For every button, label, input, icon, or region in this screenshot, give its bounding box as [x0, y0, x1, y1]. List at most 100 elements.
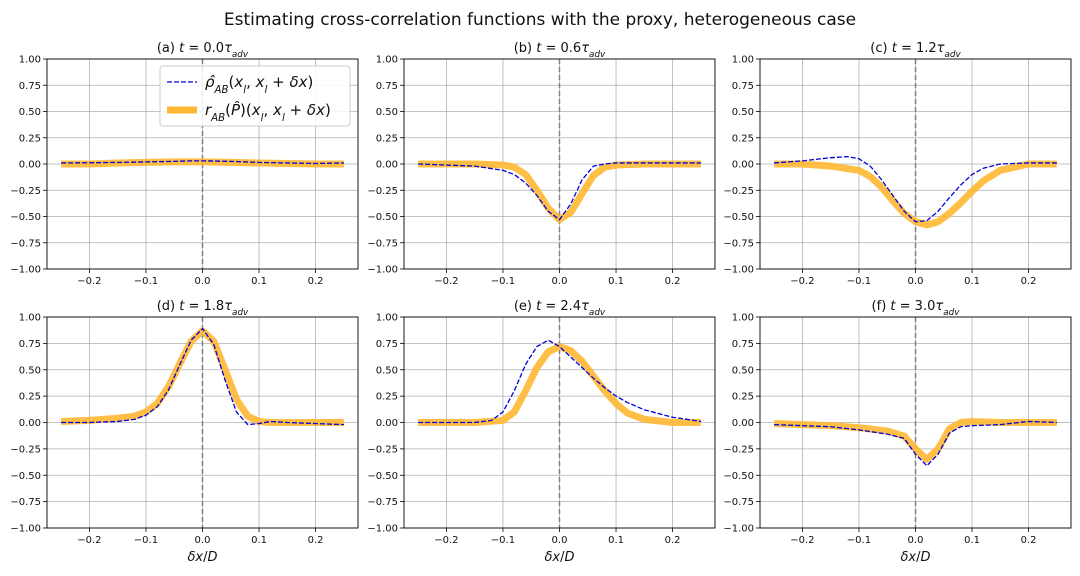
y-tick-label: 0.50	[19, 107, 41, 118]
x-tick-label: 0.0	[552, 276, 568, 287]
y-tick-label: 0.75	[376, 339, 398, 350]
y-tick-label: 0.25	[19, 392, 41, 403]
y-tick-label: 1.00	[732, 55, 754, 66]
y-tick-label: 0.75	[376, 81, 398, 92]
y-tick-label: −1.00	[10, 524, 41, 535]
y-tick-label: −0.50	[10, 212, 41, 223]
y-tick-label: −0.75	[723, 497, 754, 508]
y-tick-label: −0.75	[367, 238, 398, 249]
x-tick-label: −0.2	[434, 276, 458, 287]
y-tick-label: −0.25	[367, 186, 398, 197]
proxy-series-line	[774, 417, 1057, 463]
y-tick-label: −0.50	[723, 471, 754, 482]
legend-estimate-label: ρ̂AB(xl, xl + δx)	[205, 73, 313, 96]
y-tick-label: 0.00	[19, 160, 41, 171]
panel-e: −0.2 −0.1 0.0 0.1 0.2 −1.00 −0.75 −0.50 −0.25 0.0…	[367, 299, 716, 565]
panel-title: (d) t = 1.8τadv	[157, 299, 249, 318]
x-tick-label: 0.2	[308, 276, 324, 287]
estimate-series-line	[418, 162, 701, 221]
estimate-series-line	[774, 155, 1057, 223]
x-tick-label: 0.2	[308, 535, 324, 546]
panel-c: −0.2 −0.1 0.0 0.1 0.2 −1.00 −0.75 −0.50 −0.25 0.0…	[723, 41, 1072, 287]
x-tick-label: 0.1	[251, 276, 267, 287]
y-tick-label: 0.75	[732, 81, 754, 92]
x-tick-label: 0.1	[608, 276, 624, 287]
x-tick-label: 0.2	[1021, 535, 1037, 546]
x-tick-label: 0.0	[908, 535, 924, 546]
panel-b: −0.2 −0.1 0.0 0.1 0.2 −1.00 −0.75 −0.50 −0.25 0.0…	[367, 41, 716, 287]
panel-title: (a) t = 0.0τadv	[157, 41, 249, 60]
legend-proxy-label: rAB(P̂)(xl, xl + δx)	[205, 100, 331, 123]
y-tick-label: −1.00	[723, 524, 754, 535]
x-tick-label: −0.2	[790, 276, 814, 287]
y-tick-label: −0.75	[10, 497, 41, 508]
x-tick-label: −0.1	[491, 535, 515, 546]
estimate-series-line	[61, 327, 344, 426]
x-tick-label: −0.2	[434, 535, 458, 546]
y-tick-label: −0.50	[10, 471, 41, 482]
x-tick-label: −0.2	[77, 535, 101, 546]
y-tick-label: −0.25	[723, 186, 754, 197]
y-tick-label: 0.50	[376, 107, 398, 118]
x-tick-label: 0.0	[552, 535, 568, 546]
legend-box	[159, 65, 351, 127]
x-tick-label: −0.2	[790, 535, 814, 546]
y-tick-label: 0.00	[732, 160, 754, 171]
y-tick-label: 1.00	[376, 313, 398, 324]
y-tick-label: 0.00	[376, 418, 398, 429]
x-tick-label: −0.1	[847, 276, 871, 287]
x-tick-label: −0.1	[134, 535, 158, 546]
x-tick-label: 0.0	[908, 276, 924, 287]
y-tick-label: 1.00	[732, 313, 754, 324]
panel-title: (f) t = 3.0τadv	[872, 299, 961, 318]
x-tick-label: 0.0	[195, 276, 211, 287]
x-tick-label: 0.0	[195, 535, 211, 546]
proxy-series-line	[418, 343, 701, 426]
proxy-series-line	[774, 160, 1057, 229]
x-tick-label: 0.1	[964, 535, 980, 546]
proxy-series-line	[61, 327, 344, 426]
x-tick-label: 0.1	[251, 535, 267, 546]
x-tick-label: −0.1	[491, 276, 515, 287]
axes-frame	[759, 316, 1072, 529]
x-tick-label: 0.2	[665, 535, 681, 546]
y-tick-label: 0.00	[376, 160, 398, 171]
axes-frame	[403, 316, 716, 529]
x-axis-label: δx/D	[900, 550, 930, 565]
y-tick-label: 0.50	[376, 365, 398, 376]
y-tick-label: −1.00	[723, 265, 754, 276]
y-tick-label: 0.50	[732, 365, 754, 376]
x-axis-label: δx/D	[544, 550, 574, 565]
y-tick-label: −0.50	[367, 212, 398, 223]
y-tick-label: −1.00	[367, 524, 398, 535]
y-tick-label: −0.75	[10, 238, 41, 249]
y-tick-label: 0.00	[19, 418, 41, 429]
panel-title: (c) t = 1.2τadv	[870, 41, 961, 60]
y-tick-label: 0.75	[732, 339, 754, 350]
panel-f: −0.2 −0.1 0.0 0.1 0.2 −1.00 −0.75 −0.50 −0.25 0.0…	[723, 299, 1072, 565]
x-tick-label: −0.2	[77, 276, 101, 287]
y-tick-label: −0.75	[367, 497, 398, 508]
estimate-series-line	[61, 160, 344, 165]
y-tick-label: −0.25	[10, 444, 41, 455]
y-tick-label: −0.50	[723, 212, 754, 223]
panel-title: (e) t = 2.4τadv	[514, 299, 606, 318]
estimate-series-line	[418, 339, 701, 424]
y-tick-label: 1.00	[19, 55, 41, 66]
y-tick-label: −0.75	[723, 238, 754, 249]
y-tick-label: 0.25	[376, 133, 398, 144]
y-tick-label: 1.00	[19, 313, 41, 324]
y-tick-label: −0.25	[367, 444, 398, 455]
x-tick-label: −0.1	[134, 276, 158, 287]
y-tick-label: −0.25	[10, 186, 41, 197]
x-tick-label: 0.1	[964, 276, 980, 287]
x-axis-label: δx/D	[187, 550, 217, 565]
x-tick-label: −0.1	[847, 535, 871, 546]
y-tick-label: 0.25	[732, 133, 754, 144]
y-tick-label: −1.00	[10, 265, 41, 276]
y-tick-label: 0.00	[732, 418, 754, 429]
y-tick-label: 0.75	[19, 81, 41, 92]
axes-frame	[403, 58, 716, 270]
y-tick-label: 0.50	[732, 107, 754, 118]
